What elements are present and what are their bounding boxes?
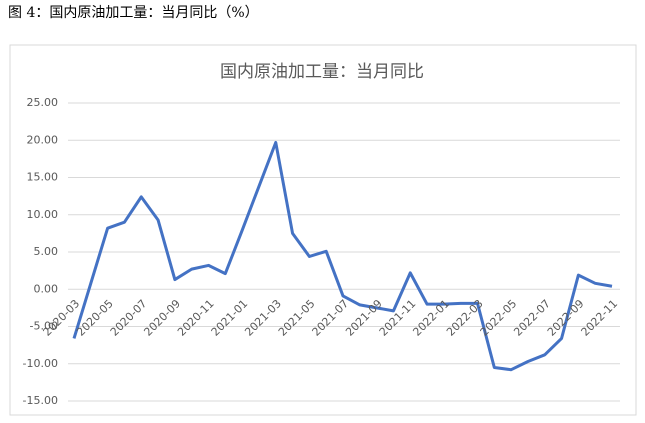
chart-frame (9, 44, 637, 416)
y-tick-label: 0.00 (34, 282, 59, 295)
y-tick-label: 10.00 (27, 208, 59, 221)
y-tick-label: -15.00 (23, 394, 58, 407)
y-tick-label: -5.00 (30, 320, 58, 333)
y-tick-label: 25.00 (27, 96, 59, 109)
figure-caption: 图 4：国内原油加工量：当月同比（%） (8, 5, 259, 21)
y-tick-label: 5.00 (34, 245, 59, 258)
y-tick-label: -10.00 (23, 357, 58, 370)
y-tick-label: 20.00 (27, 133, 59, 146)
y-tick-label: 15.00 (27, 171, 59, 184)
data-line (72, 140, 613, 372)
chart-title: 国内原油加工量：当月同比 (220, 62, 424, 82)
